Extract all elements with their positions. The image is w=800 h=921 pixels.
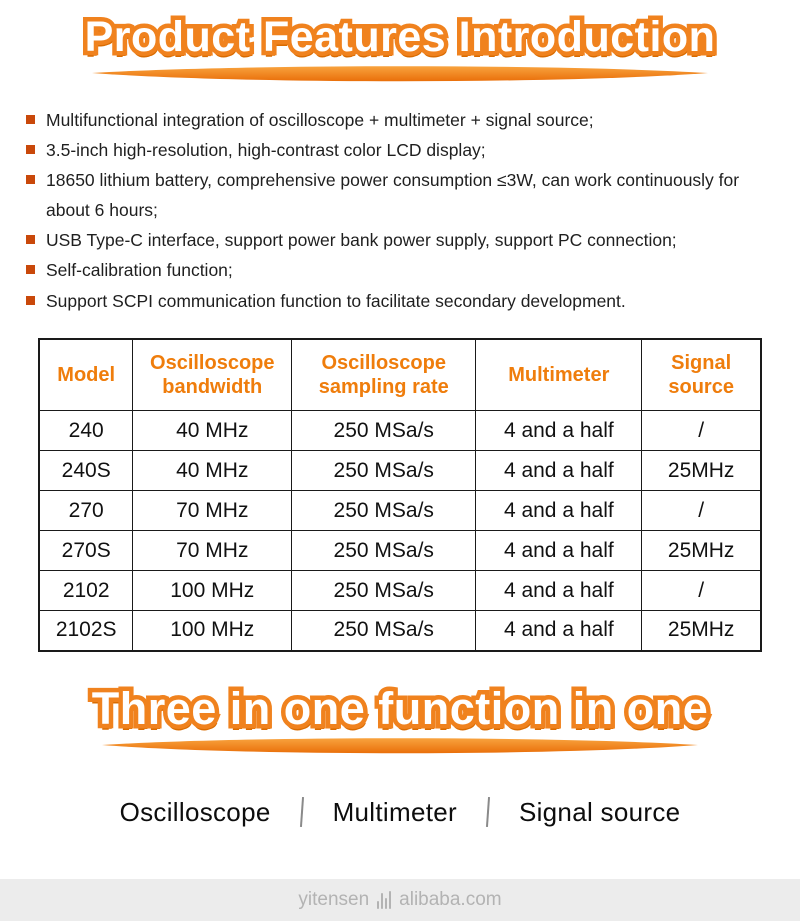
- table-cell-model: 2102: [38, 570, 134, 612]
- column-header-model: Model: [38, 338, 134, 412]
- divider: [485, 797, 490, 828]
- table-cell-sampling-rate: 250 MSa/s: [291, 610, 477, 652]
- table-cell-model: 270S: [38, 530, 134, 572]
- column-header-multimeter: Multimeter: [475, 338, 643, 412]
- spec-table: Model Oscilloscope bandwidth Oscilloscope …: [38, 337, 762, 652]
- function-label: Signal source: [518, 796, 681, 827]
- function-label: Multimeter: [332, 796, 457, 827]
- table-cell-multimeter: 4 and a half: [475, 450, 643, 492]
- table-cell-sampling-rate: 250 MSa/s: [291, 490, 477, 532]
- table-row: 240 40 MHz 250 MSa/s 4 and a half /: [38, 410, 762, 452]
- table-cell-model: 270: [38, 490, 134, 532]
- table-cell-multimeter: 4 and a half: [475, 490, 643, 532]
- table-cell-multimeter: 4 and a half: [475, 410, 643, 452]
- functions-row: Oscilloscope Multimeter Signal source: [0, 797, 800, 828]
- page-title: Product Features Introduction: [85, 16, 716, 60]
- footer-site: alibaba.com: [399, 889, 502, 910]
- table-row: 270S 70 MHz 250 MSa/s 4 and a half 25MHz: [38, 530, 762, 572]
- table-cell-sampling-rate: 250 MSa/s: [291, 410, 477, 452]
- function-label: Oscilloscope: [119, 796, 271, 827]
- table-cell-sampling-rate: 250 MSa/s: [291, 450, 477, 492]
- table-row: 2102 100 MHz 250 MSa/s 4 and a half /: [38, 570, 762, 612]
- table-cell-bandwidth: 70 MHz: [132, 530, 293, 572]
- table-cell-signal-source: /: [641, 490, 762, 532]
- table-cell-bandwidth: 40 MHz: [132, 450, 293, 492]
- table-cell-signal-source: 25MHz: [641, 450, 762, 492]
- bullet-square-icon: [26, 295, 35, 305]
- features-list: Multifunctional integration of oscillosc…: [26, 105, 774, 316]
- feature-text: 18650 lithium battery, comprehensive pow…: [46, 170, 740, 221]
- feature-text: Support SCPI communication function to f…: [46, 290, 626, 311]
- bullet-square-icon: [26, 235, 35, 245]
- table-cell-model: 240S: [38, 450, 134, 492]
- feature-item: 18650 lithium battery, comprehensive pow…: [26, 165, 774, 225]
- underline-swoosh-icon: [102, 737, 698, 753]
- feature-item: Multifunctional integration of oscillosc…: [26, 105, 774, 135]
- feature-item: Self-calibration function;: [26, 255, 774, 285]
- feature-item: USB Type-C interface, support power bank…: [26, 225, 774, 255]
- table-header-row: Model Oscilloscope bandwidth Oscilloscope …: [38, 338, 762, 412]
- table-cell-bandwidth: 100 MHz: [132, 610, 293, 652]
- section-title-banner: Three in one function in one: [0, 686, 800, 757]
- underline-swoosh-icon: [92, 66, 708, 82]
- table-cell-multimeter: 4 and a half: [475, 570, 643, 612]
- table-cell-multimeter: 4 and a half: [475, 610, 643, 652]
- table-cell-sampling-rate: 250 MSa/s: [291, 570, 477, 612]
- table-cell-model: 240: [38, 410, 134, 452]
- divider: [299, 797, 304, 828]
- table-cell-model: 2102S: [38, 610, 134, 652]
- table-row: 2102S 100 MHz 250 MSa/s 4 and a half 25MHz: [38, 610, 762, 652]
- feature-item: 3.5-inch high-resolution, high-contrast …: [26, 135, 774, 165]
- section-title: Three in one function in one: [92, 686, 709, 731]
- feature-text: 3.5-inch high-resolution, high-contrast …: [46, 140, 486, 161]
- table-cell-signal-source: 25MHz: [641, 530, 762, 572]
- footer-watermark-bar: yitensen alibaba.com: [0, 879, 800, 921]
- table-cell-bandwidth: 40 MHz: [132, 410, 293, 452]
- table-cell-signal-source: 25MHz: [641, 610, 762, 652]
- table-cell-multimeter: 4 and a half: [475, 530, 643, 572]
- column-header-signal-source: Signal source: [641, 338, 762, 412]
- bullet-square-icon: [26, 175, 35, 185]
- table-body: 240 40 MHz 250 MSa/s 4 and a half/240S 40 MH…: [38, 410, 762, 652]
- bullet-square-icon: [26, 115, 35, 124]
- footer-brand: yitensen: [298, 889, 370, 910]
- alibaba-logo-icon: [377, 891, 392, 909]
- spec-table-wrapper: Model Oscilloscope bandwidth Oscilloscope …: [38, 337, 762, 652]
- table-cell-signal-source: /: [641, 410, 762, 452]
- feature-text: Multifunctional integration of oscillosc…: [46, 110, 594, 130]
- table-cell-bandwidth: 70 MHz: [132, 490, 293, 532]
- bullet-square-icon: [26, 145, 35, 155]
- bullet-square-icon: [26, 265, 35, 275]
- column-header-sampling-rate: Oscilloscope sampling rate: [291, 338, 477, 412]
- table-cell-sampling-rate: 250 MSa/s: [291, 530, 477, 572]
- column-header-bandwidth: Oscilloscope bandwidth: [132, 338, 293, 412]
- table-cell-bandwidth: 100 MHz: [132, 570, 293, 612]
- feature-text: USB Type-C interface, support power bank…: [46, 230, 677, 251]
- feature-item: Support SCPI communication function to f…: [26, 286, 774, 316]
- table-row: 240S 40 MHz 250 MSa/s 4 and a half 25MHz: [38, 450, 762, 492]
- page-title-banner: Product Features Introduction: [0, 0, 800, 85]
- feature-text: Self-calibration function;: [46, 260, 233, 281]
- table-row: 270 70 MHz 250 MSa/s 4 and a half /: [38, 490, 762, 532]
- table-cell-signal-source: /: [641, 570, 762, 612]
